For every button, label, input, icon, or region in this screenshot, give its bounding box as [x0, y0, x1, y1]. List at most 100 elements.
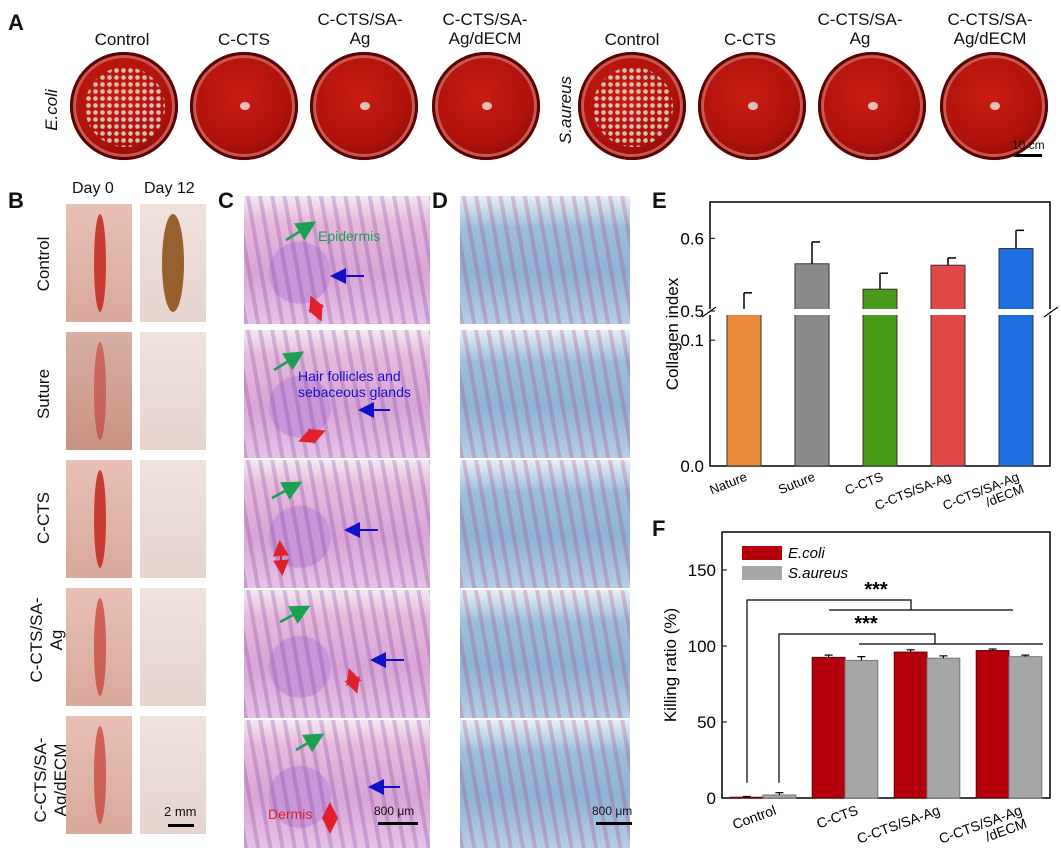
dish-saureus-ccts-sa-ag	[818, 52, 926, 160]
scalebar-c-label: 800 μm	[374, 804, 415, 818]
scalebar-a	[1014, 154, 1042, 157]
y-tick-label-2: 0.5	[680, 302, 704, 321]
header-ccts-sa-ag-decm-ecoli: C-CTS/SA- Ag/dECM	[442, 10, 528, 48]
y-tick-label-3: 0.6	[680, 229, 704, 248]
sample-spot	[482, 102, 492, 110]
hair-follicles-label: Hair follicles and sebaceous glands	[298, 368, 411, 400]
bar-E.coli-1	[811, 656, 846, 799]
sample-spot	[990, 102, 1000, 110]
dish-ecoli-ccts-sa-ag-decm	[432, 52, 540, 160]
sig-star-saureus: ***	[854, 613, 878, 635]
he-image-suture	[244, 330, 430, 458]
wound-mark	[94, 726, 106, 824]
sig-star-ecoli: ***	[864, 579, 888, 601]
scalebar-d	[596, 822, 632, 825]
sample-spot	[748, 102, 758, 110]
wound-mark	[94, 214, 106, 312]
dish-ecoli-control	[70, 52, 178, 160]
bar-4	[998, 248, 1034, 467]
bar-3	[930, 264, 966, 467]
colonies	[593, 67, 673, 147]
x-tick-label-3: C-CTS/SA-Ag/dECM	[937, 802, 1029, 860]
wound-mark	[94, 342, 106, 440]
y-tick-label-3: 150	[688, 561, 716, 580]
x-tick-label-1: Suture	[776, 469, 817, 497]
wound-photo-control-day12	[140, 204, 206, 322]
panel-label-e: E	[652, 188, 667, 213]
header-ccts-saureus: C-CTS	[724, 30, 776, 49]
red-arrows	[272, 295, 362, 834]
scalebar-b	[168, 824, 194, 827]
wound-photo-ccts-day0	[66, 460, 132, 578]
dermis-label: Dermis	[268, 806, 313, 822]
masson-image-ccts-sa-ag	[460, 590, 630, 718]
bar-S.aureus-0	[762, 794, 797, 799]
x-tick-label-2: C-CTS	[843, 469, 886, 498]
bar-1	[794, 263, 830, 467]
header-ccts-sa-ag-decm-saureus: C-CTS/SA- Ag/dECM	[947, 10, 1033, 48]
y-axis-label: Killing ratio (%)	[661, 608, 680, 722]
y-axis-label: Collagen index	[663, 277, 682, 390]
day12-label: Day 12	[144, 180, 195, 197]
axis-break-mark-right	[1043, 306, 1059, 318]
x-tick-label-0: Control	[730, 802, 778, 832]
sig-bracket-saureus	[778, 633, 936, 783]
wound-photo-suture-day0	[66, 332, 132, 450]
day0-label: Day 0	[72, 180, 114, 197]
wound-photo-ccts-sa-ag-day0	[66, 588, 132, 706]
y-tick-label-0: 0.0	[680, 457, 704, 476]
sig-bracket-ecoli	[746, 599, 912, 783]
bar-E.coli-3	[975, 650, 1010, 799]
wound-photo-suture-day12	[140, 332, 206, 450]
y-tick-label-0: 0	[707, 789, 716, 808]
dish-saureus-control	[578, 52, 686, 160]
dish-saureus-ccts	[698, 52, 806, 160]
dish-ecoli-ccts-sa-ag	[310, 52, 418, 160]
he-image-control	[244, 196, 430, 324]
legend-swatch-1	[742, 566, 782, 580]
wound-photo-control-day0	[66, 204, 132, 322]
y-tick-label-1: 0.1	[680, 331, 704, 350]
dish-ecoli-ccts	[190, 52, 298, 160]
bar-E.coli-2	[893, 651, 928, 799]
bar-2	[862, 288, 898, 467]
panel-label-f: F	[652, 516, 666, 541]
plot-frame	[721, 531, 1051, 799]
bar-0	[726, 310, 762, 467]
header-control-saureus: Control	[604, 30, 660, 49]
dish-saureus-ccts-sa-ag-decm	[940, 52, 1048, 160]
scalebar-d-label: 800 μm	[592, 804, 633, 818]
x-tick-label-1: C-CTS	[814, 802, 860, 832]
sample-spot	[360, 102, 370, 110]
bar-S.aureus-1	[844, 659, 879, 799]
green-arrows	[271, 221, 325, 753]
bar-E.coli-0	[729, 796, 764, 799]
colonies	[85, 67, 165, 147]
collagen-index-chart: Nature Suture C-CTSC-CTS/SA-AgC-CTS/SA-Ag/…	[663, 201, 1059, 513]
x-tick-label-3: C-CTS/SA-Ag	[872, 469, 953, 513]
sample-spot	[868, 102, 878, 110]
scab-mark	[162, 214, 184, 312]
header-ccts-sa-ag-ecoli: C-CTS/SA- Ag	[317, 10, 403, 48]
wound-photo-ccts-sa-ag-decm-day12	[140, 716, 206, 834]
wound-photo-ccts-day12	[140, 460, 206, 578]
bar-S.aureus-2	[926, 657, 961, 799]
masson-image-ccts-sa-ag-decm	[460, 720, 630, 848]
header-ccts-sa-ag-saureus: C-CTS/SA- Ag	[817, 10, 903, 48]
sample-spot	[240, 102, 250, 110]
masson-image-control	[460, 196, 630, 324]
legend-label-1: S.aureus	[788, 565, 849, 582]
axis-break-mark-left	[701, 306, 717, 318]
header-control-ecoli: Control	[94, 30, 150, 49]
legend-swatch-0	[742, 546, 782, 560]
wound-photo-ccts-sa-ag-day12	[140, 588, 206, 706]
header-ccts-ecoli: C-CTS	[218, 30, 270, 49]
wound-mark	[94, 470, 106, 568]
y-tick-label-2: 100	[688, 637, 716, 656]
blue-arrows	[330, 268, 404, 795]
x-tick-label-0: Nature	[707, 469, 749, 498]
panel-label-a: A	[8, 10, 24, 35]
epidermis-label: Epidermis	[318, 228, 381, 244]
